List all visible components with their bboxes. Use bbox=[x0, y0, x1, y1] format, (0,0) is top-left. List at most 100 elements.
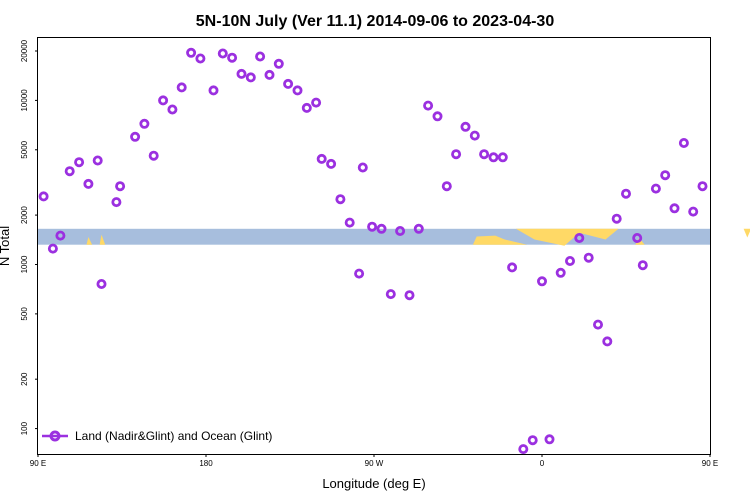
data-point bbox=[376, 223, 387, 234]
y-tick-label: 20000 bbox=[20, 39, 29, 62]
land-shape bbox=[515, 228, 619, 246]
data-point bbox=[158, 95, 169, 106]
data-point bbox=[255, 51, 266, 62]
data-point bbox=[301, 102, 312, 113]
y-tick-label: 500 bbox=[20, 307, 29, 321]
data-point bbox=[335, 194, 346, 205]
data-point bbox=[479, 149, 490, 160]
data-point bbox=[208, 85, 219, 96]
data-point bbox=[507, 262, 518, 273]
data-point bbox=[565, 255, 576, 266]
data-point bbox=[115, 181, 126, 192]
data-point bbox=[544, 434, 555, 445]
data-point bbox=[669, 203, 680, 214]
data-point bbox=[367, 221, 378, 232]
x-tick-label: 90 W bbox=[365, 459, 384, 468]
x-tick-label: 90 E bbox=[30, 459, 46, 468]
x-axis-label: Longitude (deg E) bbox=[322, 476, 425, 491]
data-point bbox=[47, 243, 58, 254]
x-tick-label: 0 bbox=[540, 459, 545, 468]
data-point bbox=[64, 166, 75, 177]
data-point bbox=[637, 260, 648, 271]
data-point bbox=[650, 183, 661, 194]
data-point bbox=[413, 223, 424, 234]
y-tick-label: 2000 bbox=[20, 206, 29, 224]
data-point bbox=[395, 225, 406, 236]
data-point bbox=[518, 444, 529, 455]
data-point bbox=[130, 131, 141, 142]
chart-title: 5N-10N July (Ver 11.1) 2014-09-06 to 202… bbox=[196, 13, 555, 30]
data-point bbox=[697, 181, 708, 192]
data-point bbox=[678, 137, 689, 148]
data-point bbox=[441, 181, 452, 192]
data-point bbox=[83, 178, 94, 189]
data-point bbox=[344, 217, 355, 228]
data-point bbox=[167, 104, 178, 115]
land-mask bbox=[86, 228, 750, 246]
data-point bbox=[273, 58, 284, 69]
data-point bbox=[423, 100, 434, 111]
data-point bbox=[537, 276, 548, 287]
data-point bbox=[621, 188, 632, 199]
data-point bbox=[176, 82, 187, 93]
data-point bbox=[432, 111, 443, 122]
data-point bbox=[602, 336, 613, 347]
data-point bbox=[38, 191, 49, 202]
data-point bbox=[385, 289, 396, 300]
y-tick-label: 5000 bbox=[20, 140, 29, 158]
data-point bbox=[497, 152, 508, 163]
data-point bbox=[292, 85, 303, 96]
y-tick-label: 100 bbox=[20, 421, 29, 435]
data-point bbox=[316, 153, 327, 164]
data-point bbox=[460, 121, 471, 132]
data-point bbox=[688, 206, 699, 217]
data-point bbox=[326, 158, 337, 169]
data-point bbox=[488, 152, 499, 163]
data-point bbox=[527, 435, 538, 446]
data-point bbox=[611, 213, 622, 224]
data-points bbox=[38, 47, 708, 455]
data-point bbox=[245, 72, 256, 83]
data-point bbox=[148, 150, 159, 161]
y-axis-label: N Total bbox=[0, 226, 12, 266]
data-point bbox=[195, 53, 206, 64]
data-point bbox=[574, 232, 585, 243]
data-point bbox=[264, 69, 275, 80]
data-point bbox=[555, 267, 566, 278]
data-point bbox=[660, 170, 671, 181]
x-tick-label: 180 bbox=[199, 459, 213, 468]
data-point bbox=[283, 78, 294, 89]
x-axis: 90 E 180 90 W 0 90 E bbox=[30, 454, 718, 468]
x-tick-label: 90 E bbox=[702, 459, 718, 468]
data-point bbox=[593, 319, 604, 330]
data-point bbox=[186, 47, 197, 58]
data-point bbox=[96, 278, 107, 289]
data-point bbox=[632, 232, 643, 243]
data-point bbox=[55, 230, 66, 241]
y-tick-label: 1000 bbox=[20, 255, 29, 273]
data-point bbox=[111, 197, 122, 208]
land-shape bbox=[743, 228, 750, 238]
data-point bbox=[217, 48, 228, 59]
plot-frame bbox=[37, 37, 711, 455]
legend-marker bbox=[49, 430, 61, 442]
data-point bbox=[354, 268, 365, 279]
y-tick-label: 200 bbox=[20, 372, 29, 386]
data-point bbox=[469, 130, 480, 141]
y-axis: 100 200 500 1000 2000 5000 10000 20000 bbox=[20, 39, 38, 435]
y-tick-label: 10000 bbox=[20, 89, 29, 112]
legend-label: Land (Nadir&Glint) and Ocean (Glint) bbox=[75, 429, 272, 443]
land-shape bbox=[472, 235, 528, 245]
data-point bbox=[583, 252, 594, 263]
land-shape bbox=[99, 234, 106, 245]
data-point bbox=[139, 118, 150, 129]
data-point bbox=[227, 52, 238, 63]
data-point bbox=[357, 162, 368, 173]
land-shape bbox=[86, 237, 93, 245]
data-point bbox=[451, 149, 462, 160]
data-point bbox=[236, 68, 247, 79]
data-point bbox=[311, 97, 322, 108]
data-point bbox=[74, 157, 85, 168]
data-point bbox=[404, 290, 415, 301]
